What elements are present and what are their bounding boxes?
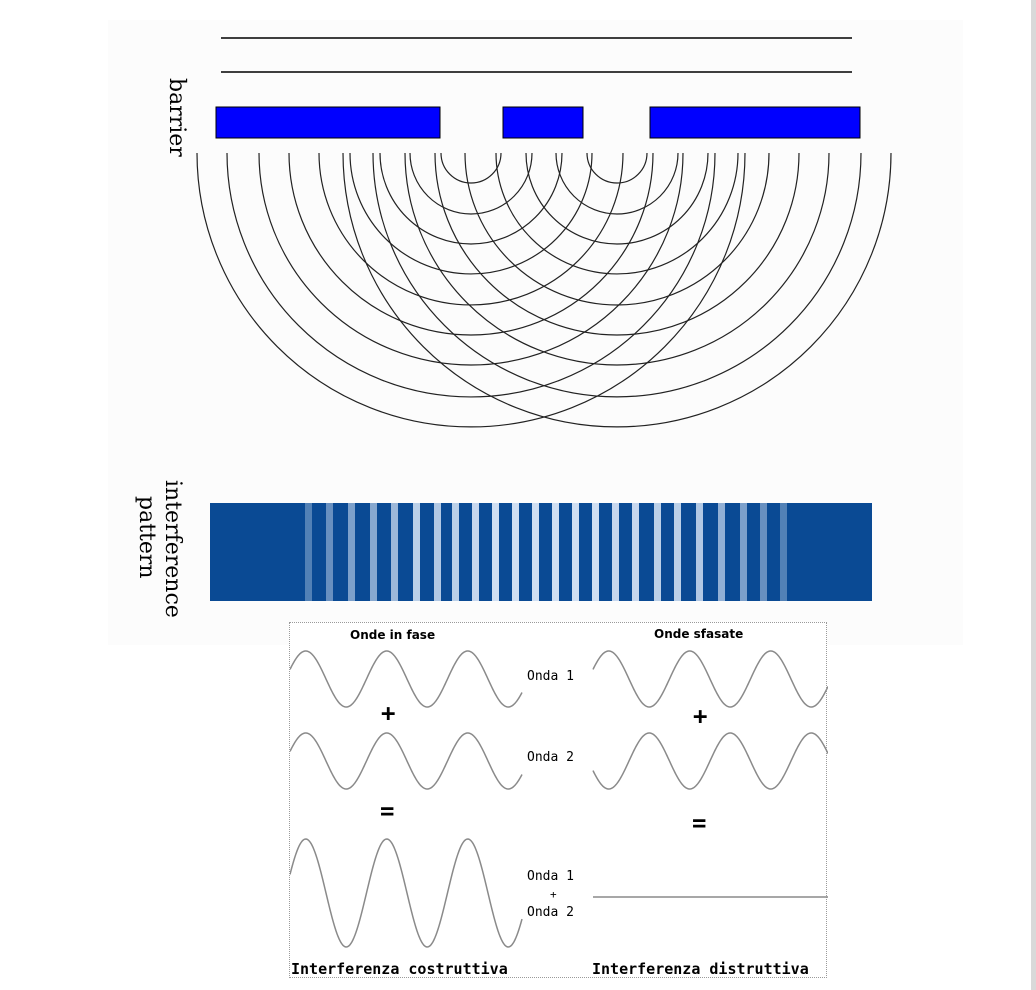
interference-pattern [210, 503, 872, 601]
right-slit-arc-3 [525, 152, 709, 245]
destructive-caption: Interferenza distruttiva [592, 960, 809, 978]
left-slit-arc-4 [349, 152, 593, 275]
left-slit-arc-3 [379, 152, 563, 245]
fringe-4 [370, 503, 377, 601]
wave1-label: Onda 1 [527, 669, 574, 684]
fringe-24 [780, 503, 787, 601]
right-slit-arc-7 [404, 152, 830, 366]
right-slit-arc-8 [372, 152, 862, 398]
double-slit-svg: barrier interference pattern [134, 37, 892, 625]
in-phase-heading: Onde in fase [350, 628, 436, 642]
fringe-15 [592, 503, 599, 601]
left-slit-arc-9 [196, 152, 746, 428]
fringe-13 [552, 503, 559, 601]
left-slit-arc-8 [226, 152, 716, 398]
fringe-23 [760, 503, 767, 601]
fringe-10 [492, 503, 499, 601]
wave-drawings [290, 650, 828, 948]
plus-symbol-right: + [693, 702, 708, 730]
left-slit-arc-6 [288, 152, 654, 336]
sum-label-line-1: Onda 1 [527, 869, 574, 884]
plus-symbol-left: + [381, 699, 396, 727]
fringe-18 [654, 503, 661, 601]
fringe-22 [740, 503, 747, 601]
sum-label-plus: + [550, 888, 557, 901]
interference-explanation: Onde in fase Onde sfasate Onda 1 Onda 2 … [289, 622, 828, 978]
barrier-right [649, 106, 861, 139]
fringe-16 [612, 503, 619, 601]
barrier-middle [502, 106, 584, 139]
constructive-caption: Interferenza costruttiva [291, 960, 508, 978]
fringe-3 [348, 503, 355, 601]
sum-label-line-2: Onda 2 [527, 905, 574, 920]
fringe-2 [326, 503, 333, 601]
right-slit-arc-4 [495, 152, 739, 275]
left-slit-arc-1 [440, 152, 502, 184]
fringe-5 [391, 503, 398, 601]
fringe-11 [512, 503, 519, 601]
left-slit-arc-2 [409, 152, 533, 215]
right-slit-arc-9 [342, 152, 892, 428]
right-slit-arc-6 [434, 152, 800, 336]
fringe-12 [532, 503, 539, 601]
fringe-6 [413, 503, 420, 601]
right-slit-arc-1 [586, 152, 648, 184]
wave2-label: Onda 2 [527, 750, 574, 765]
barrier-left [215, 106, 441, 139]
barrier-label: barrier [164, 78, 189, 157]
fringe-14 [572, 503, 579, 601]
out-of-phase-wave-1 [592, 650, 828, 708]
waves-svg [290, 650, 828, 948]
fringe-9 [472, 503, 479, 601]
right-slit-wavefronts [342, 152, 892, 428]
constructive-result-wave [290, 838, 523, 948]
left-slit-wavefronts [196, 152, 746, 428]
equals-symbol-left: = [380, 797, 395, 825]
window-scrollbar-edge [1031, 0, 1036, 990]
pattern-background [210, 503, 872, 601]
left-slit-arc-5 [318, 152, 624, 306]
right-slit-arc-2 [555, 152, 679, 215]
fringe-8 [452, 503, 459, 601]
svg-text:interference pattern: interference pattern [134, 480, 185, 625]
double-slit-diagram: barrier interference pattern [108, 20, 963, 645]
fringe-17 [632, 503, 639, 601]
left-slit-arc-7 [258, 152, 684, 366]
pattern-label-line-1: interference [160, 480, 185, 618]
right-slit-arc-5 [464, 152, 770, 306]
fringe-7 [434, 503, 441, 601]
equals-symbol-right: = [692, 809, 707, 837]
fringe-20 [696, 503, 703, 601]
pattern-label-line-2: pattern [134, 496, 159, 579]
in-phase-wave-2 [290, 732, 523, 790]
fringe-1 [305, 503, 312, 601]
out-of-phase-heading: Onde sfasate [654, 627, 744, 641]
in-phase-wave-1 [290, 650, 523, 708]
fringe-19 [674, 503, 681, 601]
fringe-21 [718, 503, 725, 601]
out-of-phase-wave-2 [592, 732, 828, 790]
